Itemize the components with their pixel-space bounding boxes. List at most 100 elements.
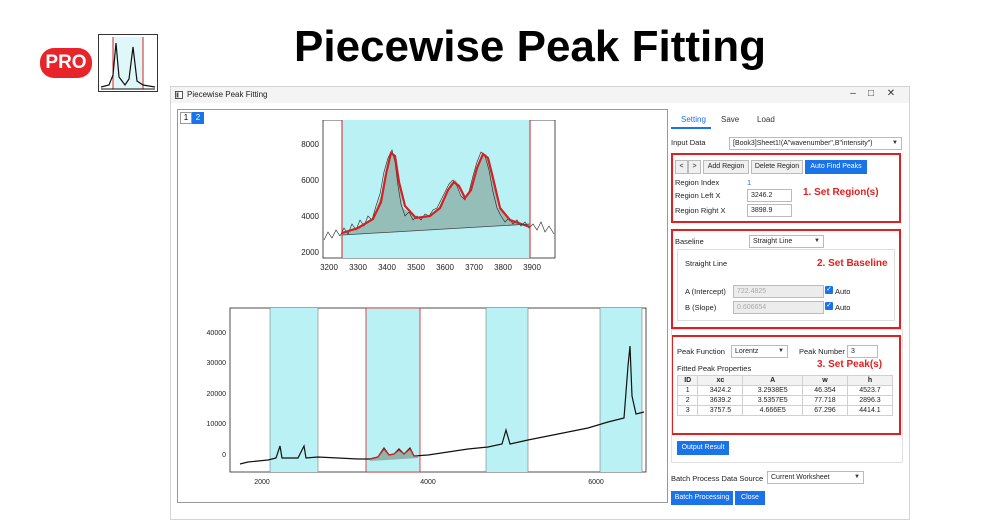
tab-setting[interactable]: Setting <box>681 115 706 124</box>
batch-source-value: Current Worksheet <box>771 474 830 481</box>
baseline-params-group <box>677 249 895 321</box>
add-region-button[interactable]: Add Region <box>703 160 749 174</box>
peak-fitting-logo-icon <box>98 34 158 92</box>
app-icon <box>175 91 183 99</box>
bottom-y-tick: 20000 <box>207 391 227 398</box>
region-highlight <box>270 308 318 472</box>
table-cell: 2896.3 <box>846 395 894 406</box>
col-h: h <box>846 375 894 386</box>
chevron-down-icon: ▼ <box>814 238 820 244</box>
baseline-section <box>671 229 901 329</box>
peak-number-label: Peak Number <box>799 347 845 356</box>
page-tab-1[interactable]: 1 <box>180 112 192 124</box>
baseline-line <box>341 223 531 236</box>
baseline-select[interactable]: Straight Line ▼ <box>749 235 824 248</box>
table-cell: 67.296 <box>801 405 848 416</box>
table-cell: 3.2938E5 <box>742 385 803 396</box>
table-row[interactable]: 3 3757.5 4.666E5 67.296 4414.1 <box>676 405 894 416</box>
top-x-tick: 3600 <box>436 263 454 272</box>
table-row[interactable]: 1 3424.2 3.2938E5 46.354 4523.7 <box>676 385 894 396</box>
intercept-auto-checkbox[interactable]: ✓ <box>825 286 833 294</box>
col-a: A <box>742 375 803 386</box>
tab-save[interactable]: Save <box>721 115 740 124</box>
next-region-button[interactable]: > <box>688 160 701 174</box>
window-titlebar: Piecewise Peak Fitting – □ ✕ <box>171 87 909 103</box>
slope-label: B (Slope) <box>685 303 717 312</box>
active-region-highlight <box>365 307 421 473</box>
region-highlight <box>342 120 530 258</box>
page-tab-2[interactable]: 2 <box>192 112 204 124</box>
bottom-chart[interactable]: 40000 30000 20000 10000 0 2000 4000 6000 <box>188 306 658 498</box>
maximize-icon[interactable]: □ <box>867 88 875 99</box>
close-button[interactable]: Close <box>735 491 765 505</box>
delete-region-button[interactable]: Delete Region <box>751 160 803 174</box>
table-cell: 4.666E5 <box>742 405 803 416</box>
peak-properties-table: ID xc A w h 1 3424.2 3.2938E5 46.354 452… <box>676 375 894 416</box>
top-x-tick: 3400 <box>378 263 396 272</box>
tab-load[interactable]: Load <box>757 115 775 124</box>
slope-auto-checkbox[interactable]: ✓ <box>825 302 833 310</box>
table-cell: 46.354 <box>801 385 848 396</box>
bottom-x-tick: 2000 <box>254 479 270 486</box>
output-result-button[interactable]: Output Result <box>677 441 729 455</box>
input-data-select[interactable]: [Book3]Sheet1!(A"wavenumber",B"intensity… <box>729 137 902 150</box>
page-title: Piecewise Peak Fitting <box>294 22 766 71</box>
table-cell: 4523.7 <box>846 385 894 396</box>
peak-function-label: Peak Function <box>677 347 725 356</box>
table-cell: 3424.2 <box>697 385 744 396</box>
baseline-value: Straight Line <box>753 238 793 245</box>
graph-area[interactable]: 1 2 8000 6000 4000 2000 3200 3300 3400 3… <box>177 109 668 503</box>
col-xc: xc <box>697 375 744 386</box>
top-x-tick: 3500 <box>407 263 425 272</box>
region-index-label: Region Index <box>675 178 720 187</box>
peak-function-value: Lorentz <box>735 348 759 355</box>
slope-auto-label: Auto <box>835 303 851 312</box>
col-id: ID <box>676 375 699 386</box>
top-x-tick: 3800 <box>494 263 512 272</box>
top-chart[interactable]: 8000 6000 4000 2000 3200 3300 3400 3500 … <box>288 120 558 282</box>
top-y-tick: 2000 <box>301 248 319 257</box>
region-highlight <box>486 308 528 472</box>
minimize-icon[interactable]: – <box>850 88 856 99</box>
table-cell: 4414.1 <box>846 405 894 416</box>
region-right-label: Region Right X <box>675 206 726 215</box>
peak-function-select[interactable]: Lorentz ▼ <box>731 345 788 358</box>
top-x-tick: 3900 <box>523 263 541 272</box>
region-right-input[interactable]: 3898.9 <box>747 204 792 217</box>
batch-source-select[interactable]: Current Worksheet ▼ <box>767 471 864 484</box>
table-cell: 3.5357E5 <box>742 395 803 406</box>
intercept-label: A (Intercept) <box>685 287 726 296</box>
table-cell: 3757.5 <box>697 405 744 416</box>
bottom-y-tick: 40000 <box>207 330 227 337</box>
fit-fill-area <box>342 152 530 235</box>
slope-input[interactable]: 0.606654 <box>733 301 824 314</box>
table-cell: 1 <box>676 385 699 396</box>
region-left-input[interactable]: 3246.2 <box>747 189 792 202</box>
fitted-peak-props-label: Fitted Peak Properties <box>677 364 752 373</box>
close-icon[interactable]: ✕ <box>886 88 896 99</box>
intercept-input[interactable]: 722.4825 <box>733 285 824 298</box>
prev-region-button[interactable]: < <box>675 160 688 174</box>
peak-number-input[interactable]: 3 <box>847 345 878 358</box>
region-index-value: 1 <box>747 178 752 187</box>
baseline-label: Baseline <box>675 237 704 246</box>
bottom-x-tick: 6000 <box>588 479 604 486</box>
input-data-value: [Book3]Sheet1!(A"wavenumber",B"intensity… <box>733 140 873 147</box>
table-row[interactable]: 2 3639.2 3.5357E5 77.718 2896.3 <box>676 395 894 406</box>
auto-find-peaks-button[interactable]: Auto Find Peaks <box>805 160 867 174</box>
batch-source-label: Batch Process Data Source <box>671 474 764 483</box>
region-section <box>671 153 901 223</box>
batch-processing-button[interactable]: Batch Processing <box>671 491 733 505</box>
table-cell: 77.718 <box>801 395 848 406</box>
settings-panel: Setting Save Load Input Data [Book3]Shee… <box>669 107 905 519</box>
chevron-down-icon: ▼ <box>854 474 860 480</box>
top-y-tick: 8000 <box>301 140 319 149</box>
bottom-y-tick: 10000 <box>207 421 227 428</box>
intercept-auto-label: Auto <box>835 287 851 296</box>
baseline-subtitle: Straight Line <box>685 259 728 268</box>
active-tab-underline <box>671 127 711 129</box>
chevron-down-icon: ▼ <box>892 140 898 146</box>
fit-curve <box>369 448 418 460</box>
peak-section <box>671 335 901 435</box>
col-w: w <box>801 375 848 386</box>
